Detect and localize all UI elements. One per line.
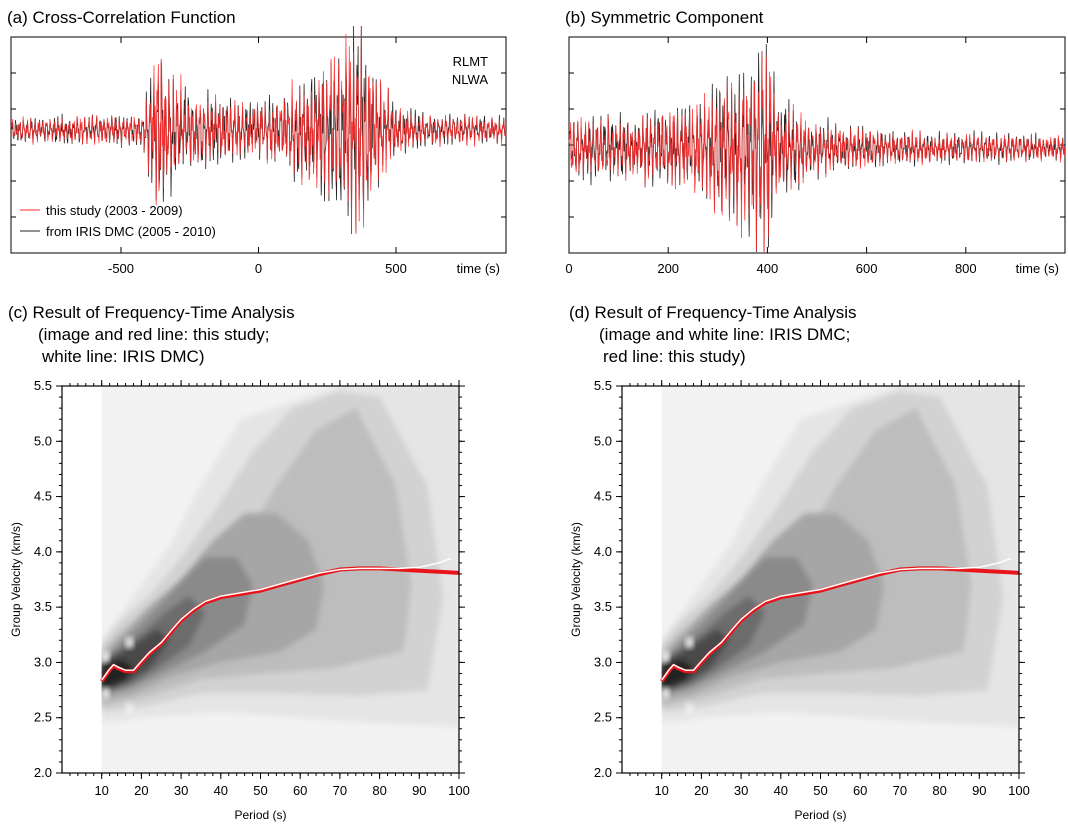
station-label: NLWA	[452, 72, 488, 87]
y-tick-label: 4.0	[594, 544, 612, 559]
x-tick-label: 60	[853, 783, 867, 798]
series-line-this	[568, 51, 1066, 253]
y-tick-label: 3.0	[594, 654, 612, 669]
x-tick-label: 800	[955, 261, 977, 276]
series-line-from	[10, 25, 507, 235]
panel-title: (d) Result of Frequency-Time Analysis	[569, 303, 857, 322]
y-tick-label: 3.5	[594, 599, 612, 614]
y-tick-label: 2.0	[34, 765, 52, 780]
x-tick-label: 90	[972, 783, 986, 798]
x-tick-label: 40	[774, 783, 788, 798]
y-tick-label: 3.0	[34, 654, 52, 669]
x-axis-label: Period (s)	[234, 808, 286, 822]
x-tick-label: 70	[333, 783, 347, 798]
contour-highlight	[685, 636, 694, 649]
contour-highlight	[125, 702, 134, 715]
y-axis-label: Group Velocity (km/s)	[9, 522, 23, 637]
x-tick-label: 80	[932, 783, 946, 798]
panel-title: (b) Symmetric Component	[565, 8, 764, 27]
y-axis-label: Group Velocity (km/s)	[569, 522, 583, 637]
panel-subtitle: (image and red line: this study;	[38, 325, 270, 344]
panel-title: (c) Result of Frequency-Time Analysis	[8, 303, 295, 322]
x-tick-label: 20	[134, 783, 148, 798]
x-tick-label: 0	[255, 261, 262, 276]
x-tick-label: 400	[757, 261, 779, 276]
contour-highlight	[661, 687, 670, 700]
y-tick-label: 3.5	[34, 599, 52, 614]
y-tick-label: 5.0	[34, 433, 52, 448]
panel-a-cross-correlation: (a) Cross-Correlation Function -500 0 500 ti…	[7, 8, 507, 276]
panel-b-symmetric-component: (b) Symmetric Component 0 200 400 600 800 time…	[565, 8, 1066, 276]
x-tick-label: 100	[1008, 783, 1030, 798]
panel-d-ftan-iris: (d) Result of Frequency-Time Analysis (im…	[569, 303, 1030, 822]
x-axis-label: time (s)	[1016, 261, 1059, 276]
y-tick-label: 2.0	[594, 765, 612, 780]
x-axis-label: Period (s)	[794, 808, 846, 822]
panel-subtitle: red line: this study)	[603, 347, 746, 366]
x-tick-label: 500	[385, 261, 407, 276]
x-tick-label: 70	[893, 783, 907, 798]
y-tick-label: 4.5	[594, 489, 612, 504]
contour-highlight	[125, 636, 134, 649]
y-tick-label: 2.5	[594, 710, 612, 725]
x-tick-label: 200	[657, 261, 679, 276]
x-tick-label: 0	[565, 261, 572, 276]
legend-label: from IRIS DMC (2005 - 2010)	[46, 224, 216, 239]
dispersion-curve-iris-dmc	[661, 557, 1012, 681]
series-line-this	[10, 25, 507, 235]
x-tick-label: 30	[734, 783, 748, 798]
y-tick-label: 5.0	[594, 433, 612, 448]
y-tick-label: 4.5	[34, 489, 52, 504]
x-tick-label: -500	[108, 261, 134, 276]
x-tick-label: 100	[448, 783, 470, 798]
panel-c-ftan-this-study: (c) Result of Frequency-Time Analysis (im…	[8, 303, 470, 822]
y-tick-label: 4.0	[34, 544, 52, 559]
contour-highlight	[685, 702, 694, 715]
panel-subtitle: white line: IRIS DMC)	[41, 347, 204, 366]
x-tick-label: 20	[694, 783, 708, 798]
contour-region	[661, 660, 694, 687]
contour-region	[101, 660, 134, 687]
ftan-image	[661, 386, 1019, 727]
x-tick-label: 60	[293, 783, 307, 798]
panel-title: (a) Cross-Correlation Function	[7, 8, 236, 27]
y-tick-label: 5.5	[594, 378, 612, 393]
contour-highlight	[101, 687, 110, 700]
station-label: RLMT	[453, 54, 488, 69]
x-tick-label: 600	[856, 261, 878, 276]
x-tick-label: 50	[253, 783, 267, 798]
dispersion-curve-iris-dmc	[101, 557, 452, 681]
plot-frame	[10, 36, 507, 254]
contour-highlight	[101, 650, 110, 663]
panel-subtitle: (image and white line: IRIS DMC;	[599, 325, 850, 344]
legend-label: this study (2003 - 2009)	[46, 203, 183, 218]
x-axis-label: time (s)	[457, 261, 500, 276]
x-tick-label: 30	[174, 783, 188, 798]
y-tick-label: 5.5	[34, 378, 52, 393]
contour-highlight	[661, 650, 670, 663]
x-tick-label: 40	[214, 783, 228, 798]
x-tick-label: 10	[654, 783, 668, 798]
x-tick-label: 80	[372, 783, 386, 798]
y-tick-label: 2.5	[34, 710, 52, 725]
x-tick-label: 90	[412, 783, 426, 798]
x-tick-label: 50	[813, 783, 827, 798]
x-tick-label: 10	[94, 783, 108, 798]
ftan-image	[101, 386, 459, 727]
